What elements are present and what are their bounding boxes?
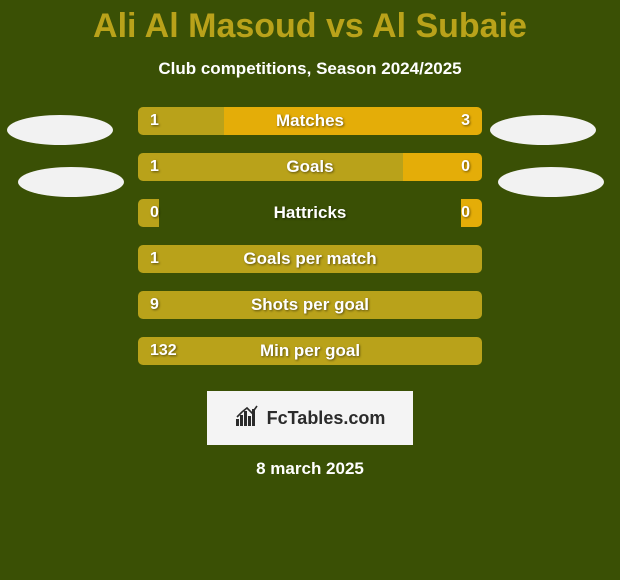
stat-bar: Goals per match1 [138, 245, 482, 273]
stat-bar-left-fill [138, 245, 482, 273]
date-label: 8 march 2025 [0, 459, 620, 479]
stat-bar-left-fill [138, 107, 224, 135]
player-ellipse-2 [18, 167, 124, 197]
player-ellipse-3 [490, 115, 596, 145]
stat-bar-label: Hattricks [138, 199, 482, 227]
stat-bar-left-fill [138, 199, 159, 227]
player-ellipse-4 [498, 167, 604, 197]
stat-bar: Shots per goal9 [138, 291, 482, 319]
brand-text: FcTables.com [267, 408, 386, 429]
player-ellipse-1 [7, 115, 113, 145]
stat-bar-left-fill [138, 153, 403, 181]
subtitle: Club competitions, Season 2024/2025 [0, 59, 620, 79]
stat-bar: Goals10 [138, 153, 482, 181]
stat-bar-left-fill [138, 337, 482, 365]
stat-bars: Matches13 Goals10 Hattricks00 Goals per mat… [138, 107, 482, 383]
stat-bar-right-fill [403, 153, 482, 181]
stat-bar-right-fill [224, 107, 482, 135]
comparison-area: Matches13 Goals10 Hattricks00 Goals per mat… [0, 107, 620, 377]
stat-bar: Min per goal132 [138, 337, 482, 365]
stat-bar: Hattricks00 [138, 199, 482, 227]
stat-bar-left-fill [138, 291, 482, 319]
brand-logo-icon [235, 405, 261, 432]
brand-badge: FcTables.com [207, 391, 413, 445]
stat-bar: Matches13 [138, 107, 482, 135]
page-title: Ali Al Masoud vs Al Subaie [0, 0, 620, 45]
stat-bar-right-fill [461, 199, 482, 227]
